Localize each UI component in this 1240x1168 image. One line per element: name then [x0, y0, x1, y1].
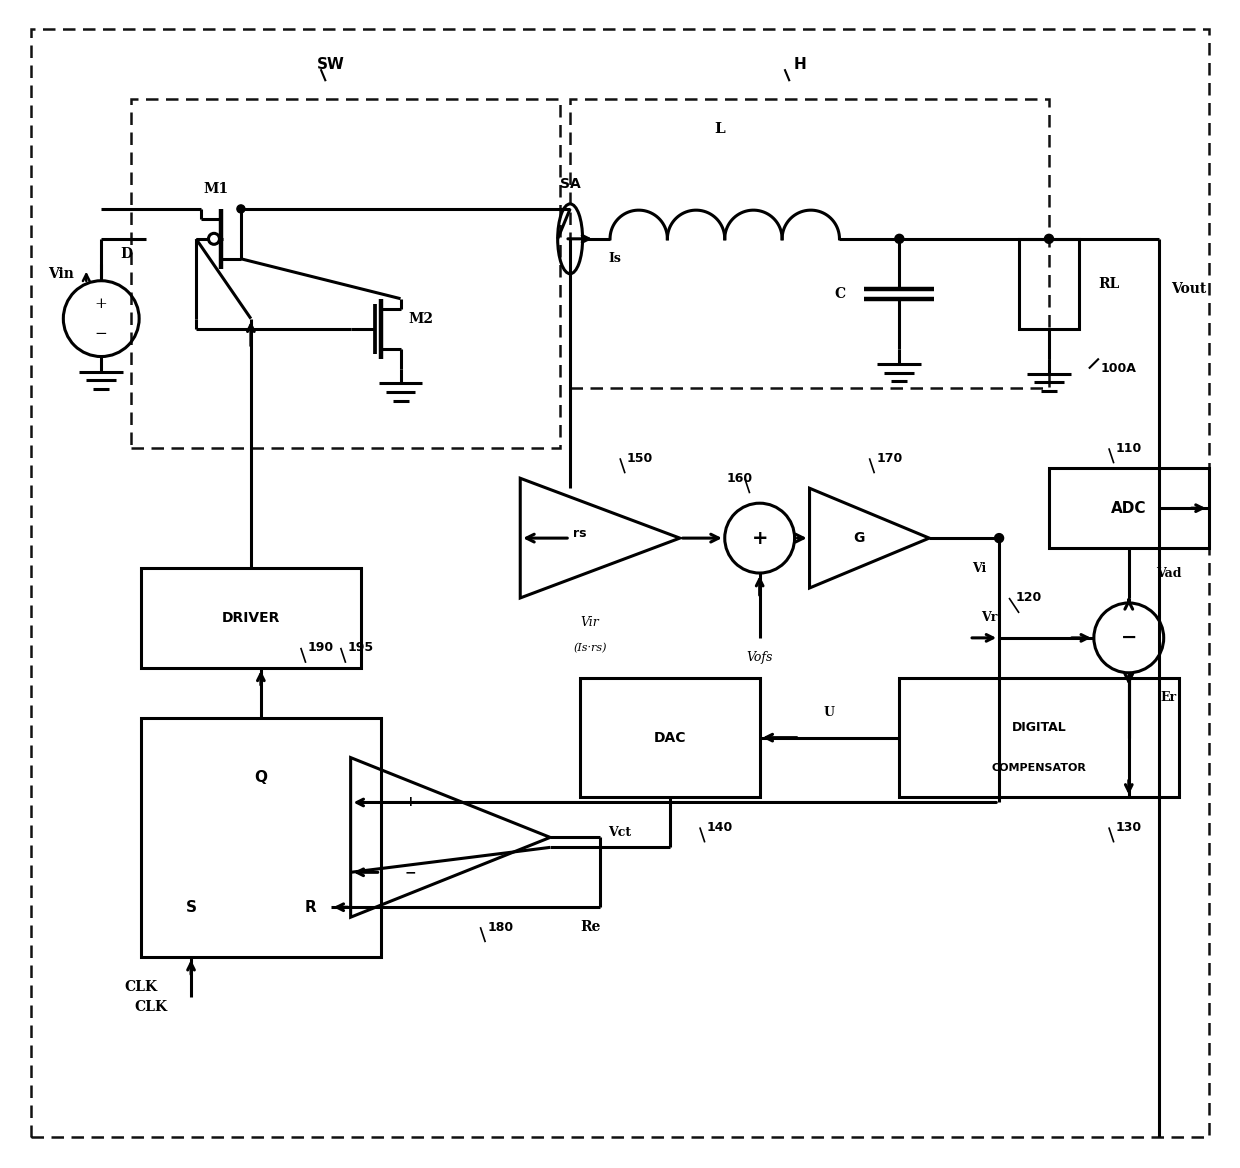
- Text: 110: 110: [1116, 442, 1142, 454]
- Text: DIGITAL: DIGITAL: [1012, 721, 1066, 735]
- Text: Re: Re: [580, 920, 600, 934]
- Text: RL: RL: [1099, 277, 1120, 291]
- Circle shape: [237, 204, 244, 213]
- Text: SW: SW: [316, 57, 345, 71]
- Text: 100A: 100A: [1101, 362, 1137, 375]
- Text: rs: rs: [573, 527, 587, 540]
- Bar: [899, 677, 1179, 798]
- Text: −: −: [404, 865, 417, 880]
- Text: SA: SA: [559, 178, 580, 190]
- Text: 195: 195: [347, 641, 373, 654]
- Text: D: D: [120, 246, 133, 260]
- Text: M1: M1: [203, 182, 228, 196]
- Text: L: L: [714, 123, 725, 137]
- Text: 170: 170: [877, 452, 903, 465]
- Text: CLK: CLK: [135, 1000, 167, 1014]
- Text: R: R: [305, 899, 316, 915]
- Text: S: S: [186, 899, 196, 915]
- Bar: [131, 99, 560, 449]
- Circle shape: [895, 235, 904, 243]
- Bar: [141, 717, 381, 957]
- Text: ADC: ADC: [1111, 501, 1147, 516]
- Text: Vin: Vin: [48, 266, 74, 280]
- Text: Vr: Vr: [981, 611, 997, 625]
- Text: 160: 160: [727, 472, 753, 485]
- Bar: [141, 568, 361, 668]
- Text: COMPENSATOR: COMPENSATOR: [992, 763, 1086, 772]
- Bar: [570, 99, 1049, 389]
- Text: 190: 190: [308, 641, 334, 654]
- Text: CLK: CLK: [124, 980, 157, 994]
- Text: 150: 150: [627, 452, 653, 465]
- Text: Vi: Vi: [972, 562, 986, 575]
- Text: M2: M2: [408, 312, 433, 326]
- Bar: [1019, 238, 1079, 328]
- Text: (Is·rs): (Is·rs): [573, 642, 606, 653]
- Bar: [580, 677, 760, 798]
- Text: +: +: [95, 297, 108, 311]
- Text: Vct: Vct: [609, 826, 631, 839]
- Text: 120: 120: [1016, 591, 1042, 605]
- Text: 180: 180: [487, 920, 513, 933]
- Text: Vir: Vir: [580, 617, 599, 630]
- Text: H: H: [794, 57, 806, 71]
- Text: U: U: [825, 707, 835, 719]
- Text: Vout: Vout: [1171, 281, 1207, 296]
- Text: G: G: [854, 531, 866, 545]
- Bar: [1049, 468, 1209, 548]
- Text: DAC: DAC: [653, 731, 686, 745]
- Text: DRIVER: DRIVER: [222, 611, 280, 625]
- Circle shape: [994, 534, 1003, 543]
- Text: Er: Er: [1161, 691, 1177, 704]
- Text: C: C: [835, 286, 844, 300]
- Text: 130: 130: [1116, 821, 1142, 834]
- Text: +: +: [751, 529, 768, 548]
- Text: −: −: [95, 327, 108, 341]
- Text: Vofs: Vofs: [746, 652, 773, 665]
- Text: Is: Is: [609, 252, 621, 265]
- Circle shape: [1044, 235, 1054, 243]
- Text: +: +: [404, 795, 417, 809]
- Text: Q: Q: [254, 770, 268, 785]
- Text: Vad: Vad: [1156, 566, 1182, 579]
- Text: 140: 140: [707, 821, 733, 834]
- Text: −: −: [1121, 628, 1137, 647]
